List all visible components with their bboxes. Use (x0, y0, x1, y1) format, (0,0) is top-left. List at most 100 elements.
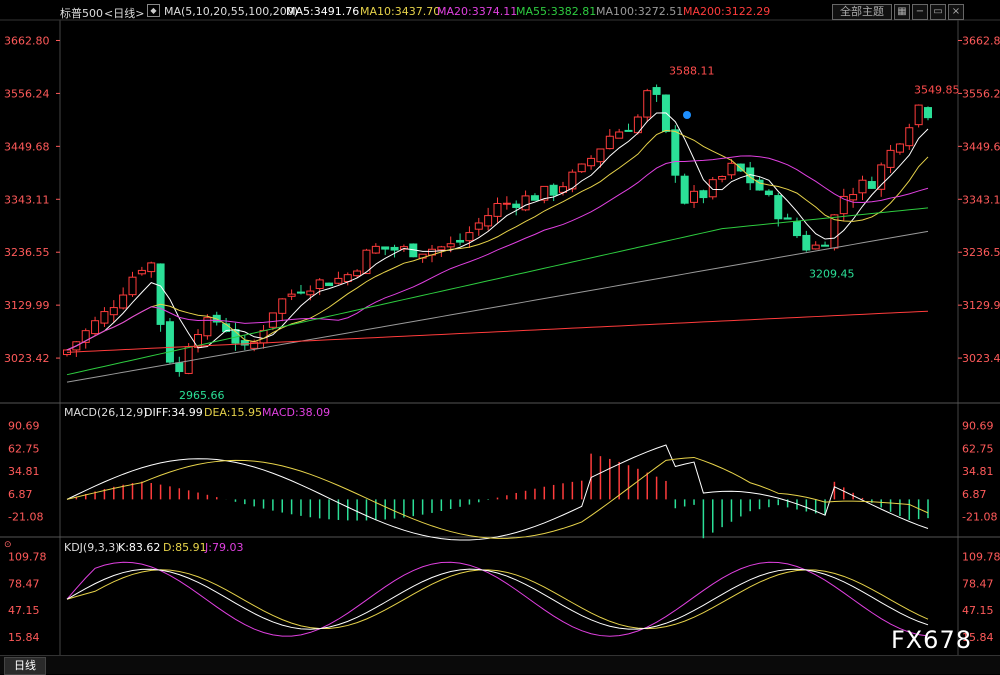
candle-body (755, 179, 764, 191)
candle-body (652, 87, 661, 95)
price-tick-left-3: 3343.11 (4, 193, 50, 206)
ma100-value: MA100:3272.51 (596, 5, 684, 18)
candle-body (137, 269, 146, 275)
candle-body (540, 185, 549, 201)
price-tick-right-1: 3556.24 (962, 87, 1000, 100)
kdj-settings-icon[interactable]: ⊙ (4, 540, 12, 550)
tab-daily[interactable]: 日线 (4, 657, 46, 675)
candle-body (568, 171, 577, 190)
minus-icon[interactable]: − (912, 4, 928, 20)
candle-body (792, 220, 801, 237)
candle-body (736, 163, 745, 172)
ma100-line (66, 230, 929, 383)
candle-body (914, 104, 923, 126)
candle-body (325, 282, 334, 287)
price-tick-right-0: 3662.80 (962, 34, 1000, 47)
candle-body (783, 217, 792, 220)
candle-body (175, 362, 184, 373)
kdj-k-line (66, 568, 929, 630)
ma5-line (66, 112, 929, 351)
all-themes-button[interactable]: 全部主题 (832, 4, 892, 20)
kdj-tick-right-2: 47.15 (962, 604, 994, 617)
close-icon[interactable]: × (948, 4, 964, 20)
price-tick-right-2: 3449.68 (962, 140, 1000, 153)
annotation-3549.85: 3549.85 (914, 84, 960, 97)
price-tick-left-5: 3129.99 (4, 299, 50, 312)
candle-body (390, 246, 399, 251)
ma55-value: MA55:3382.81 (516, 5, 597, 18)
kdj-j-line (66, 561, 929, 637)
period-tab-bar: 日线 (0, 655, 1000, 675)
candle-body (774, 195, 783, 220)
event-marker-dot (683, 111, 691, 119)
annotation-3209.45: 3209.45 (809, 268, 855, 281)
candle-body (493, 203, 502, 217)
candle-body (100, 311, 109, 324)
candle-body (764, 190, 773, 196)
candle-body (577, 163, 586, 173)
candle-body (699, 190, 708, 199)
candle-body (278, 298, 287, 314)
candle-body (530, 195, 539, 201)
price-tick-left-2: 3449.68 (4, 140, 50, 153)
candle-body (924, 107, 932, 119)
candle-body (362, 249, 371, 275)
price-tick-right-4: 3236.55 (962, 246, 1000, 259)
candles-group (63, 84, 932, 377)
kdj-d-line (66, 569, 929, 630)
ma20-value: MA20:3374.11 (437, 5, 518, 18)
candle-body (446, 243, 455, 248)
symbol-label: 标普500 (60, 7, 103, 20)
candle-body (587, 157, 596, 167)
candle-body (624, 129, 633, 132)
kdj-tick-left-3: 15.84 (8, 631, 40, 644)
settings-icon[interactable]: ◆ (147, 4, 160, 17)
kdj-d-value: D:85.91 (163, 541, 207, 554)
ma10-value: MA10:3437.70 (360, 5, 441, 18)
candle-body (128, 276, 137, 296)
candle-body (512, 203, 521, 208)
restore-icon[interactable]: ▭ (930, 4, 946, 20)
ma5-value: MA5:3491.76 (286, 5, 360, 18)
candle-body (596, 148, 605, 163)
kdj-tick-left-1: 78.47 (8, 577, 40, 590)
kdj-tick-left-2: 47.15 (8, 604, 40, 617)
candle-body (671, 129, 680, 176)
macd-diff-value: DIFF:34.99 (144, 406, 203, 419)
ma10-line (66, 129, 929, 351)
candle-body (456, 239, 465, 243)
price-tick-left-0: 3662.80 (4, 34, 50, 47)
candle-body (399, 246, 408, 250)
macd-tick-left-4: -21.08 (8, 511, 43, 524)
period-label[interactable]: <日线> (104, 7, 145, 20)
candle-body (718, 175, 727, 180)
macd-tick-left-0: 90.69 (8, 420, 40, 433)
macd-tick-right-2: 34.81 (962, 465, 994, 478)
kdj-tick-left-0: 109.78 (8, 550, 47, 563)
macd-tick-left-1: 62.75 (8, 442, 40, 455)
candle-body (605, 135, 614, 150)
candle-body (91, 320, 100, 335)
candle-body (895, 143, 904, 153)
candle-body (886, 149, 895, 168)
watermark-logo: FX678 (890, 626, 972, 654)
kdj-k-value: K:83.62 (118, 541, 161, 554)
chart-header: 标普500 <日线> ◆ MA(5,10,20,55,100,200) MA5:… (0, 0, 1000, 22)
candle-body (165, 321, 174, 363)
candle-body (474, 222, 483, 230)
macd-tick-left-2: 34.81 (8, 465, 40, 478)
macd-diff-line (66, 444, 929, 541)
candle-body (371, 245, 380, 254)
candle-body (877, 164, 886, 190)
grid-icon[interactable]: ▦ (894, 4, 910, 20)
macd-tick-right-1: 62.75 (962, 442, 994, 455)
candle-body (334, 277, 343, 284)
candle-body (465, 232, 474, 242)
macd-dea-value: DEA:15.95 (204, 406, 262, 419)
ma200-value: MA200:3122.29 (683, 5, 771, 18)
ma55-line (66, 207, 929, 376)
candle-body (315, 279, 324, 289)
candle-body (802, 234, 811, 251)
price-tick-right-6: 3023.42 (962, 352, 1000, 365)
